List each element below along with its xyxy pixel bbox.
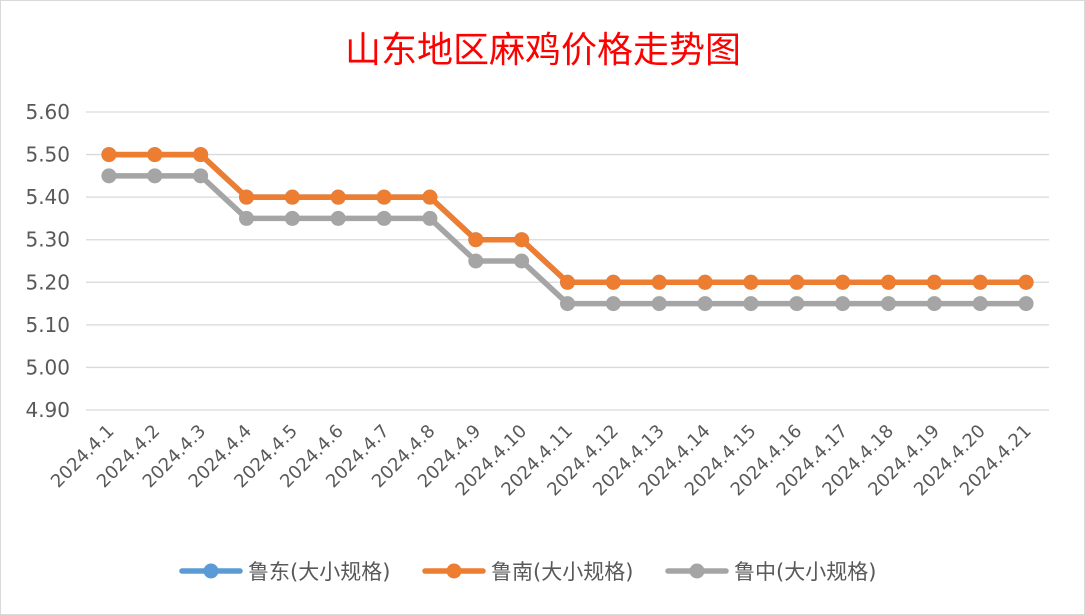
legend-item: 鲁中(大小规格) (665, 560, 876, 584)
y-tick-label: 5.60 (25, 100, 70, 124)
y-tick-label: 5.30 (25, 228, 70, 252)
data-point (239, 189, 254, 205)
data-point (743, 274, 759, 290)
legend-swatch-marker (203, 563, 219, 579)
data-point (926, 274, 942, 290)
data-point (376, 189, 392, 205)
data-point (376, 210, 392, 226)
data-point (605, 296, 621, 312)
legend-swatch-marker (689, 563, 705, 579)
series-lines (101, 147, 1034, 312)
data-point (789, 296, 805, 312)
data-point (789, 274, 805, 290)
data-point (697, 296, 713, 312)
data-point (560, 274, 575, 290)
x-axis-ticks: 2024.4.12024.4.22024.4.32024.4.42024.4.5… (47, 421, 1036, 501)
data-point (193, 147, 209, 163)
legend-item: 鲁东(大小规格) (179, 560, 390, 584)
data-point (605, 274, 621, 290)
data-point (697, 274, 713, 290)
data-point (1018, 296, 1034, 312)
series-2 (101, 147, 1034, 290)
data-point (514, 253, 530, 269)
data-point (101, 147, 117, 163)
data-point (422, 210, 438, 226)
legend-swatch-marker (446, 563, 462, 579)
data-point (101, 168, 117, 184)
data-point (284, 189, 300, 205)
series-3 (101, 168, 1034, 312)
data-point (284, 210, 300, 226)
data-point (422, 189, 438, 205)
data-point (972, 274, 988, 290)
y-tick-label: 5.50 (25, 143, 70, 167)
data-point (835, 296, 851, 312)
data-point (514, 232, 530, 248)
y-tick-label: 5.20 (25, 270, 70, 294)
data-point (193, 168, 209, 184)
data-point (651, 274, 667, 290)
data-point (743, 296, 759, 312)
y-axis-ticks: 4.90 5.00 5.10 5.20 5.30 5.40 5.50 5.60 (25, 100, 70, 422)
data-point (468, 253, 484, 269)
y-tick-label: 5.40 (25, 185, 70, 209)
y-tick-label: 5.10 (25, 313, 70, 337)
gridlines (86, 111, 1049, 411)
data-point (147, 168, 163, 184)
data-point (330, 189, 346, 205)
data-point (972, 296, 988, 312)
data-point (881, 296, 896, 312)
y-tick-label: 5.00 (25, 355, 70, 379)
data-point (330, 210, 346, 226)
data-point (1018, 274, 1034, 290)
data-point (560, 296, 575, 312)
legend-item: 鲁南(大小规格) (422, 560, 633, 584)
data-point (147, 147, 163, 163)
data-point (926, 296, 942, 312)
data-point (835, 274, 851, 290)
data-point (239, 210, 254, 226)
y-tick-label: 4.90 (25, 398, 70, 422)
legend-label: 鲁南(大小规格) (491, 560, 633, 584)
legend-label: 鲁东(大小规格) (248, 560, 390, 584)
legend: 鲁东(大小规格) 鲁南(大小规格) 鲁中(大小规格) (179, 560, 876, 584)
chart-title: 山东地区麻鸡价格走势图 (345, 30, 741, 71)
data-point (651, 296, 667, 312)
data-point (468, 232, 484, 248)
data-point (881, 274, 896, 290)
legend-label: 鲁中(大小规格) (734, 560, 876, 584)
